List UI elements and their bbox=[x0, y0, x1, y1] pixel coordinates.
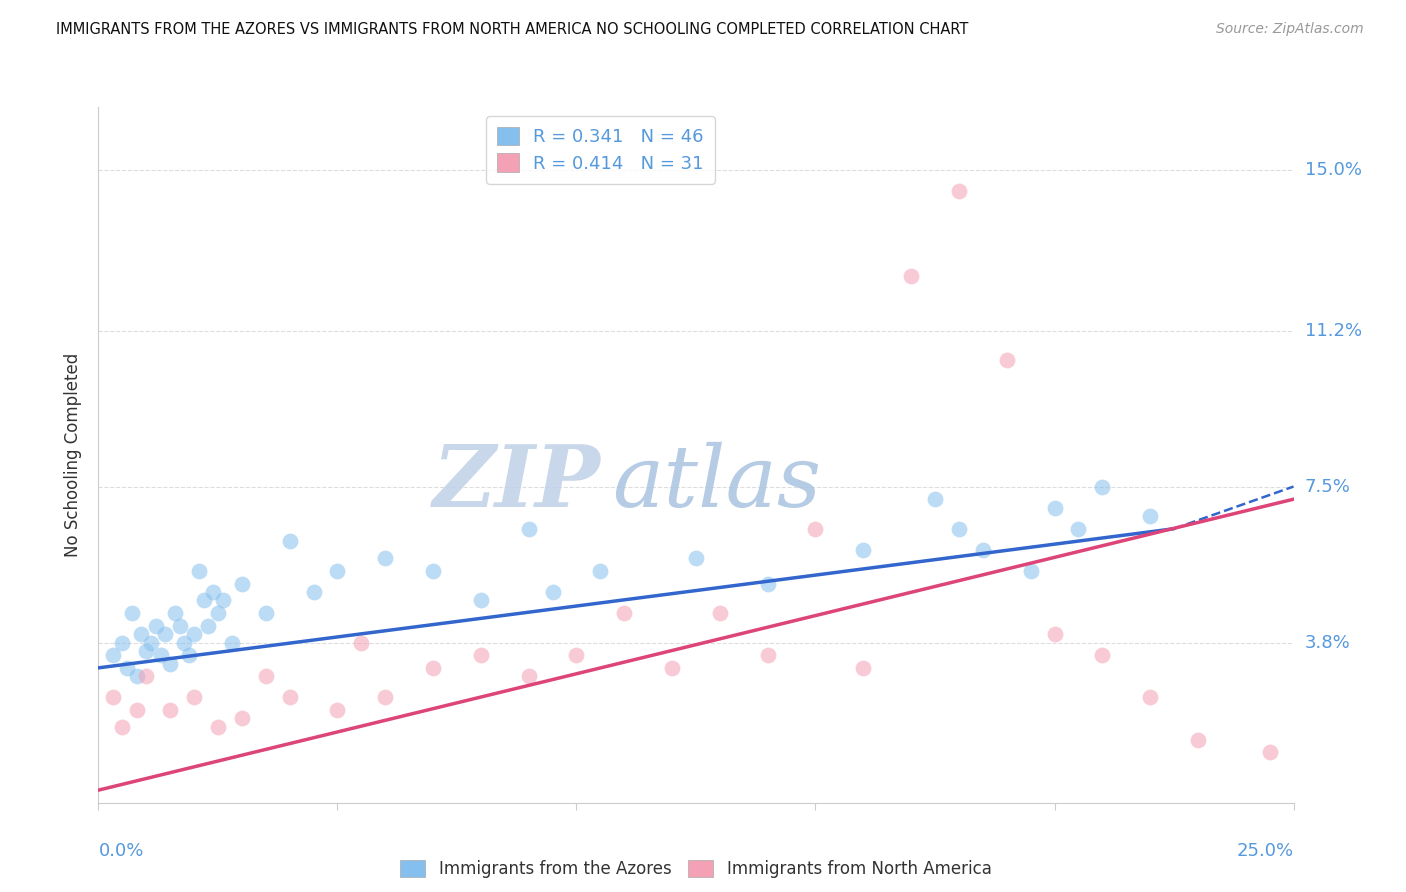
Text: 7.5%: 7.5% bbox=[1305, 477, 1351, 496]
Point bbox=[470, 593, 492, 607]
Point bbox=[193, 593, 215, 607]
Point bbox=[350, 635, 373, 649]
Point bbox=[422, 564, 444, 578]
Point bbox=[374, 551, 396, 566]
Point bbox=[197, 618, 219, 632]
Point bbox=[852, 661, 875, 675]
Text: IMMIGRANTS FROM THE AZORES VS IMMIGRANTS FROM NORTH AMERICA NO SCHOOLING COMPLET: IMMIGRANTS FROM THE AZORES VS IMMIGRANTS… bbox=[56, 22, 969, 37]
Point bbox=[517, 669, 540, 683]
Point bbox=[179, 648, 201, 663]
Text: Source: ZipAtlas.com: Source: ZipAtlas.com bbox=[1216, 22, 1364, 37]
Text: atlas: atlas bbox=[612, 442, 821, 524]
Point bbox=[972, 542, 994, 557]
Text: ZIP: ZIP bbox=[433, 441, 600, 524]
Point bbox=[101, 690, 124, 705]
Point bbox=[254, 606, 277, 620]
Point bbox=[211, 593, 233, 607]
Text: 15.0%: 15.0% bbox=[1305, 161, 1361, 179]
Point bbox=[613, 606, 636, 620]
Point bbox=[207, 720, 229, 734]
Point bbox=[111, 635, 134, 649]
Point bbox=[1187, 732, 1209, 747]
Point bbox=[221, 635, 243, 649]
Point bbox=[115, 661, 138, 675]
Point bbox=[1258, 745, 1281, 759]
Point bbox=[422, 661, 444, 675]
Point bbox=[948, 522, 970, 536]
Point bbox=[207, 606, 229, 620]
Text: 11.2%: 11.2% bbox=[1305, 321, 1362, 340]
Point bbox=[589, 564, 612, 578]
Point bbox=[685, 551, 707, 566]
Point bbox=[1043, 627, 1066, 641]
Point bbox=[278, 690, 301, 705]
Point bbox=[173, 635, 195, 649]
Point bbox=[1067, 522, 1090, 536]
Point bbox=[139, 635, 162, 649]
Point bbox=[278, 534, 301, 549]
Text: 0.0%: 0.0% bbox=[98, 842, 143, 860]
Point bbox=[326, 564, 349, 578]
Point bbox=[541, 585, 564, 599]
Point bbox=[187, 564, 209, 578]
Point bbox=[1139, 509, 1161, 524]
Point bbox=[101, 648, 124, 663]
Point bbox=[661, 661, 683, 675]
Point bbox=[125, 703, 148, 717]
Point bbox=[202, 585, 225, 599]
Point bbox=[159, 703, 181, 717]
Point bbox=[183, 627, 205, 641]
Point bbox=[111, 720, 134, 734]
Legend: Immigrants from the Azores, Immigrants from North America: Immigrants from the Azores, Immigrants f… bbox=[394, 854, 998, 885]
Point bbox=[517, 522, 540, 536]
Point bbox=[565, 648, 588, 663]
Point bbox=[183, 690, 205, 705]
Point bbox=[135, 644, 157, 658]
Point bbox=[1091, 648, 1114, 663]
Point bbox=[900, 268, 922, 283]
Point bbox=[231, 711, 253, 725]
Point bbox=[948, 185, 970, 199]
Point bbox=[804, 522, 827, 536]
Point bbox=[470, 648, 492, 663]
Point bbox=[149, 648, 172, 663]
Point bbox=[125, 669, 148, 683]
Point bbox=[756, 576, 779, 591]
Point bbox=[121, 606, 143, 620]
Point bbox=[231, 576, 253, 591]
Point bbox=[756, 648, 779, 663]
Point bbox=[254, 669, 277, 683]
Point bbox=[131, 627, 153, 641]
Point bbox=[852, 542, 875, 557]
Point bbox=[169, 618, 191, 632]
Point bbox=[163, 606, 186, 620]
Point bbox=[995, 353, 1018, 368]
Point bbox=[374, 690, 396, 705]
Text: 3.8%: 3.8% bbox=[1305, 633, 1350, 651]
Point bbox=[135, 669, 157, 683]
Point bbox=[1091, 479, 1114, 493]
Y-axis label: No Schooling Completed: No Schooling Completed bbox=[65, 353, 83, 557]
Point bbox=[145, 618, 167, 632]
Point bbox=[1019, 564, 1042, 578]
Point bbox=[709, 606, 731, 620]
Point bbox=[326, 703, 349, 717]
Point bbox=[1043, 500, 1066, 515]
Point bbox=[1139, 690, 1161, 705]
Point bbox=[159, 657, 181, 671]
Point bbox=[924, 492, 946, 507]
Text: 25.0%: 25.0% bbox=[1236, 842, 1294, 860]
Point bbox=[155, 627, 177, 641]
Point bbox=[302, 585, 325, 599]
